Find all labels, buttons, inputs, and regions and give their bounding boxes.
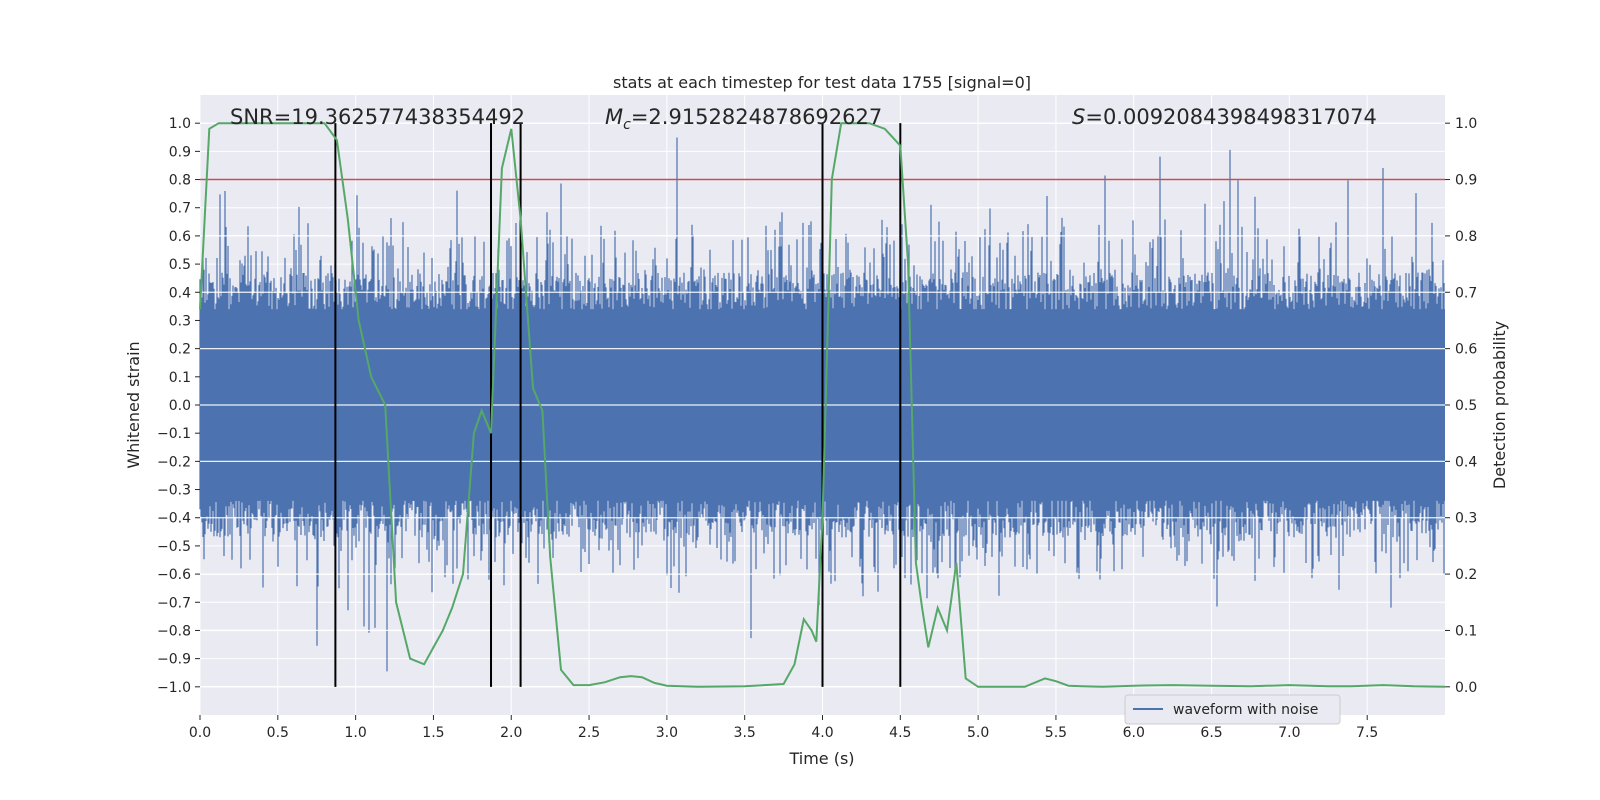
- y2-tick-label: 0.6: [1455, 342, 1477, 358]
- y-tick-label: −1.0: [157, 680, 191, 696]
- x-tick-label: 0.5: [267, 725, 289, 741]
- x-tick-label: 3.5: [734, 725, 756, 741]
- y-axis-label: Whitened strain: [124, 341, 143, 468]
- y-tick-label: 0.6: [169, 229, 191, 245]
- y2-tick-label: 0.7: [1455, 285, 1477, 301]
- y-tick-label: 1.0: [169, 116, 191, 132]
- mc-symbol: M: [605, 105, 623, 129]
- y-tick-label: −0.4: [157, 511, 191, 527]
- x-axis-ticks: 0.0 0.5 1.0 1.5 2.0 2.5 3.0 3.5 4.0 4.5 5.0 5.5 6.0 6…: [189, 715, 1378, 741]
- y-tick-label: 0.3: [169, 313, 191, 329]
- y2-tick-label: 0.3: [1455, 511, 1477, 527]
- y-tick-label: 0.2: [169, 342, 191, 358]
- x-tick-label: 7.5: [1356, 725, 1378, 741]
- legend-entry: waveform with noise: [1173, 702, 1318, 718]
- y-tick-label: −0.6: [157, 567, 191, 583]
- x-tick-label: 5.0: [967, 725, 989, 741]
- mc-annotation: Mc=2.9152824878692627: [605, 105, 882, 133]
- y-tick-label: −0.9: [157, 652, 191, 668]
- s-value: =0.0092084398498317074: [1085, 105, 1377, 129]
- y-tick-label: −0.8: [157, 623, 191, 639]
- x-tick-label: 5.5: [1045, 725, 1067, 741]
- x-tick-label: 2.5: [578, 725, 600, 741]
- y2-tick-label: 0.9: [1455, 173, 1477, 189]
- y-tick-label: 0.1: [169, 370, 191, 386]
- mc-subscript: c: [623, 117, 631, 133]
- y2-tick-label: 0.8: [1455, 229, 1477, 245]
- y2-tick-label: 0.5: [1455, 398, 1477, 414]
- y-tick-label: 0.4: [169, 285, 191, 301]
- x-tick-label: 6.0: [1123, 725, 1145, 741]
- y-tick-label: 0.9: [169, 144, 191, 160]
- x-tick-label: 6.5: [1200, 725, 1222, 741]
- y2-tick-label: 0.4: [1455, 454, 1477, 470]
- x-tick-label: 7.0: [1278, 725, 1300, 741]
- y-tick-label: 0.0: [169, 398, 191, 414]
- x-tick-label: 4.5: [889, 725, 911, 741]
- y2-axis-label: Detection probability: [1490, 321, 1509, 489]
- y-tick-label: −0.7: [157, 595, 191, 611]
- y-axis-ticks: 1.0 0.9 0.8 0.7 0.6 0.5 0.4 0.3 0.2 0.1 0.0 −0.1 −0.…: [157, 116, 200, 696]
- y-tick-label: 0.8: [169, 173, 191, 189]
- s-symbol: S: [1072, 105, 1085, 129]
- y-tick-label: −0.5: [157, 539, 191, 555]
- probability-series: [199, 122, 1446, 688]
- s-annotation: S=0.0092084398498317074: [1072, 105, 1377, 129]
- x-tick-label: 4.0: [811, 725, 833, 741]
- y2-tick-label: 0.0: [1455, 680, 1477, 696]
- y-tick-label: −0.1: [157, 426, 191, 442]
- y-tick-label: −0.2: [157, 454, 191, 470]
- x-axis-label: Time (s): [788, 749, 854, 768]
- y2-tick-label: 1.0: [1455, 116, 1477, 132]
- y-tick-label: −0.3: [157, 483, 191, 499]
- y2-axis-ticks: 1.0 0.9 0.8 0.7 0.6 0.5 0.4 0.3 0.2 0.1 0.0: [1445, 116, 1477, 696]
- x-tick-label: 1.0: [344, 725, 366, 741]
- mc-value: =2.9152824878692627: [631, 105, 882, 129]
- legend-box: [1124, 694, 1341, 725]
- waveform-noise-path: [199, 137, 1445, 672]
- y-tick-label: 0.5: [169, 257, 191, 273]
- legend: waveform with noise: [1124, 694, 1341, 725]
- x-tick-label: 2.0: [500, 725, 522, 741]
- y2-tick-label: 0.2: [1455, 567, 1477, 583]
- chart-title: stats at each timestep for test data 175…: [613, 73, 1031, 92]
- probability-line: [199, 122, 1446, 688]
- y2-tick-label: 0.1: [1455, 623, 1477, 639]
- x-tick-label: 1.5: [422, 725, 444, 741]
- x-tick-label: 0.0: [189, 725, 211, 741]
- snr-annotation: SNR=19.362577438354492: [230, 105, 525, 129]
- y-tick-label: 0.7: [169, 201, 191, 217]
- x-tick-label: 3.0: [656, 725, 678, 741]
